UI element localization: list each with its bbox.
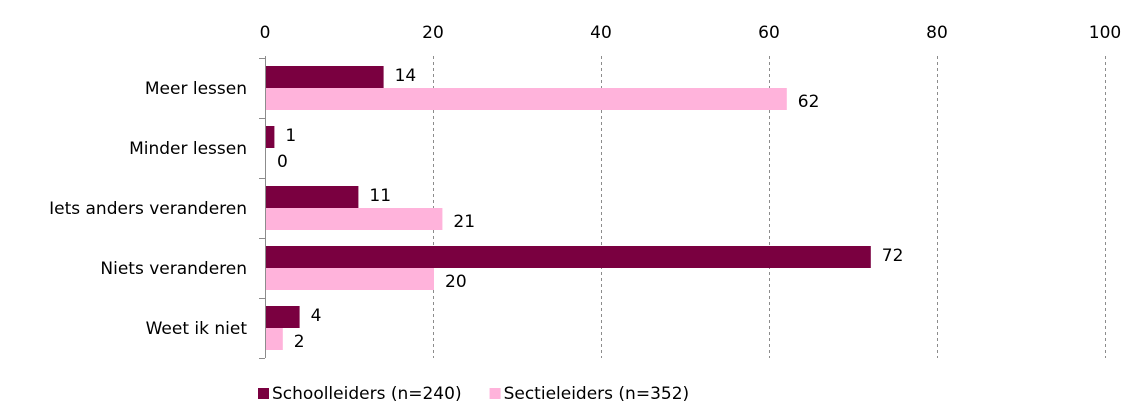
x-tick-label: 40 bbox=[590, 23, 612, 43]
data-label: 1 bbox=[285, 126, 296, 146]
bar bbox=[266, 246, 871, 268]
x-tick-label: 80 bbox=[926, 23, 948, 43]
legend-label: Schoolleiders (n=240) bbox=[272, 384, 462, 404]
legend-swatch bbox=[258, 388, 269, 399]
data-label: 0 bbox=[277, 152, 288, 172]
x-tick-label: 60 bbox=[758, 23, 780, 43]
bar bbox=[266, 208, 443, 230]
category-label: Minder lessen bbox=[129, 139, 247, 159]
data-label: 2 bbox=[294, 332, 305, 352]
data-label: 21 bbox=[453, 212, 475, 232]
bar bbox=[266, 126, 275, 148]
legend-label: Sectieleiders (n=352) bbox=[504, 384, 690, 404]
category-label: Weet ik niet bbox=[146, 319, 248, 339]
category-label: Meer lessen bbox=[145, 79, 247, 99]
x-axis-ticks: 0 20 40 60 80 100 bbox=[260, 23, 1122, 43]
bar bbox=[266, 268, 434, 290]
bar bbox=[266, 88, 787, 110]
bar bbox=[266, 186, 359, 208]
x-tick-label: 0 bbox=[260, 23, 271, 43]
x-tick-label: 100 bbox=[1089, 23, 1121, 43]
data-label: 20 bbox=[445, 272, 467, 292]
category-labels: Meer lessen Minder lessen Iets anders vera… bbox=[49, 79, 247, 339]
category-label: Iets anders veranderen bbox=[49, 199, 247, 219]
data-label: 11 bbox=[369, 186, 391, 206]
data-labels: 14 62 1 0 11 21 72 20 42 bbox=[277, 66, 903, 352]
data-label: 72 bbox=[882, 246, 904, 266]
bar bbox=[266, 66, 384, 88]
data-label: 62 bbox=[798, 92, 820, 112]
legend: Schoolleiders (n=240) Sectieleiders (n=35… bbox=[258, 384, 689, 404]
bar bbox=[266, 306, 300, 328]
legend-swatch bbox=[489, 388, 501, 399]
bars bbox=[266, 66, 871, 350]
x-tick-label: 20 bbox=[422, 23, 444, 43]
data-label: 4 bbox=[311, 306, 322, 326]
category-label: Niets veranderen bbox=[100, 259, 247, 279]
data-label: 14 bbox=[395, 66, 417, 86]
bar bbox=[266, 328, 283, 350]
